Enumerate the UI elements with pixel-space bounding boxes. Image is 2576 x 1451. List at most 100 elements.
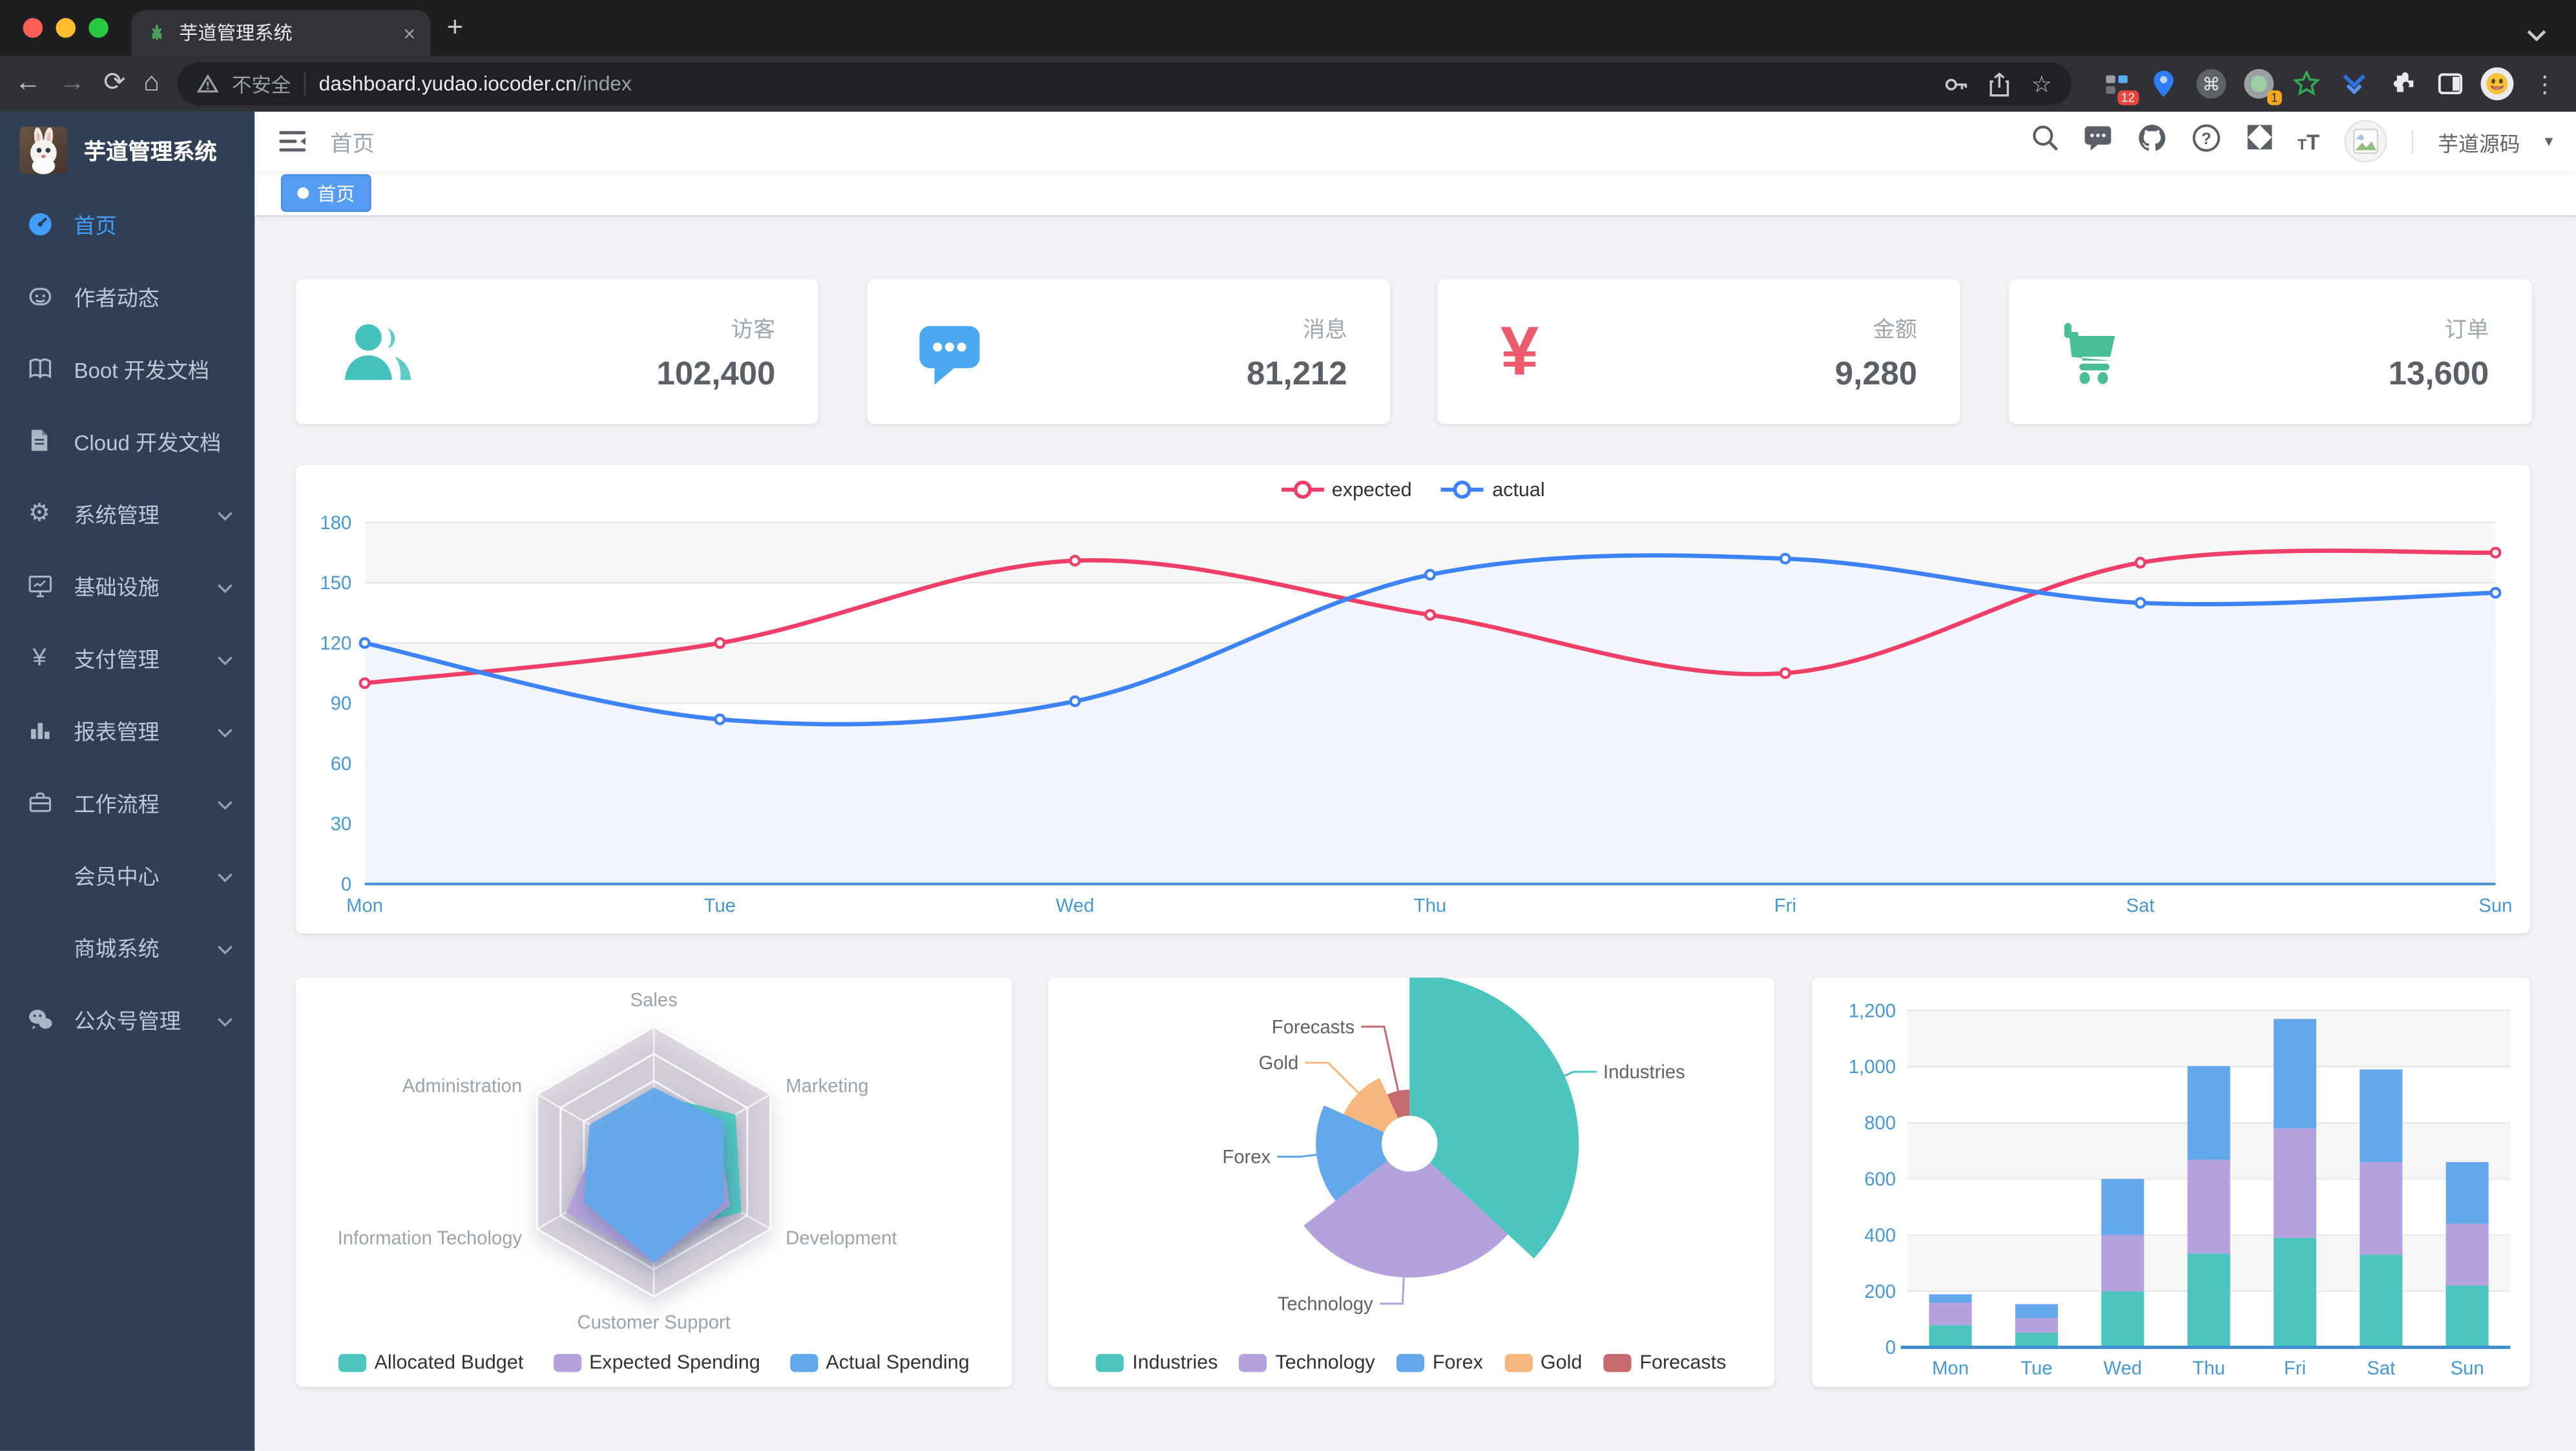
bar-chart-icon — [25, 715, 54, 744]
forward-button[interactable]: → — [59, 68, 86, 98]
profile-avatar[interactable] — [2480, 67, 2514, 101]
tag-label: 首页 — [317, 185, 355, 205]
svg-text:150: 150 — [320, 573, 351, 594]
svg-text:Customer Support: Customer Support — [577, 1313, 731, 1333]
font-size-icon[interactable]: TT — [2297, 129, 2320, 154]
radar-chart-card: Sales Administration Information Techology… — [295, 977, 1012, 1387]
stat-card-visitors[interactable]: 访客 102,400 — [295, 279, 818, 424]
address-bar[interactable]: 不安全 dashboard.yudao.iocoder.cn/index ☆ — [177, 62, 2072, 105]
back-button[interactable]: ← — [14, 68, 41, 98]
home-button[interactable]: ⌂ — [143, 68, 160, 98]
user-avatar[interactable] — [2344, 120, 2387, 163]
close-window-button[interactable] — [23, 17, 43, 38]
sidebar-item-cloud-docs[interactable]: Cloud 开发文档 — [0, 404, 254, 477]
top-navbar: 首页 ? TT 芋道源码 ▾ — [254, 111, 2576, 171]
extensions-puzzle-icon[interactable] — [2385, 67, 2418, 100]
legend-item[interactable]: Actual Spending — [789, 1351, 970, 1373]
logo-row[interactable]: 芋道管理系统 — [0, 112, 254, 178]
caret-down-icon[interactable]: ▾ — [2544, 132, 2553, 151]
collapse-sidebar-button[interactable] — [278, 128, 307, 154]
extension-star-icon[interactable] — [2290, 67, 2323, 100]
extension-vue-devtools-icon[interactable] — [2338, 67, 2371, 100]
svg-text:0: 0 — [341, 875, 351, 895]
legend-item[interactable]: actual — [1441, 478, 1545, 501]
sidebar-item-members[interactable]: 会员中心 — [0, 838, 254, 910]
url-host[interactable]: dashboard.yudao.iocoder.cn — [318, 72, 577, 96]
bookmark-star-icon[interactable]: ☆ — [2031, 70, 2052, 96]
svg-text:?: ? — [2201, 129, 2210, 147]
stat-card-orders[interactable]: 订单 13,600 — [2009, 279, 2532, 424]
monitor-icon — [25, 570, 54, 600]
sidebar-item-mall[interactable]: 商城系统 — [0, 910, 254, 983]
main-panel: 首页 ? TT 芋道源码 ▾ — [254, 111, 2576, 1451]
extension-cards-icon[interactable]: 12 — [2099, 67, 2139, 105]
legend-item[interactable]: Allocated Budget — [338, 1351, 523, 1373]
legend-item[interactable]: Gold — [1504, 1351, 1582, 1373]
dashboard-gauge-icon — [25, 209, 54, 238]
window-controls[interactable] — [23, 17, 109, 38]
sidebar-item-payment[interactable]: ¥ 支付管理 — [0, 621, 254, 693]
security-label[interactable]: 不安全 — [231, 73, 291, 96]
pie-chart-legend[interactable]: Industries Technology Forex Gold Forecasts — [1048, 1351, 1774, 1373]
message-bubble-icon — [910, 312, 989, 391]
user-name[interactable]: 芋道源码 — [2438, 132, 2520, 156]
new-tab-button[interactable]: + — [446, 11, 464, 43]
extensions-row: 12 ⌘ 1 — [2099, 67, 2561, 105]
extension-command-icon[interactable]: ⌘ — [2195, 67, 2228, 100]
sidebar-item-system[interactable]: ⚙ 系统管理 — [0, 477, 254, 549]
sidebar-item-home[interactable]: 首页 — [0, 187, 254, 260]
browser-tab[interactable]: 芋道管理系统 × — [131, 10, 431, 56]
sidebar-item-workflow[interactable]: 工作流程 — [0, 766, 254, 838]
legend-item[interactable]: Expected Spending — [553, 1351, 760, 1373]
legend-item[interactable]: expected — [1280, 478, 1412, 501]
legend-item[interactable]: Technology — [1239, 1351, 1375, 1373]
github-icon[interactable] — [2137, 122, 2166, 160]
share-icon[interactable] — [1989, 71, 2012, 96]
tab-title: 芋道管理系统 — [179, 25, 293, 45]
stat-card-messages[interactable]: 消息 81,212 — [867, 279, 1390, 424]
search-icon[interactable] — [2030, 123, 2057, 160]
tag-home[interactable]: 首页 — [280, 174, 371, 213]
chevron-down-icon — [217, 789, 233, 814]
extension-pin-icon[interactable] — [2147, 67, 2180, 100]
svg-text:60: 60 — [331, 754, 352, 775]
line-chart-legend[interactable]: expected actual — [296, 478, 2530, 501]
maximize-window-button[interactable] — [88, 17, 109, 38]
reload-button[interactable]: ⟳ — [103, 68, 126, 98]
help-question-icon[interactable]: ? — [2191, 122, 2221, 160]
stat-card-money[interactable]: ¥ 金额 9,280 — [1437, 279, 1960, 424]
sidebar-item-author[interactable]: 作者动态 — [0, 260, 254, 332]
svg-text:90: 90 — [331, 694, 352, 715]
url-path[interactable]: /index — [577, 72, 632, 96]
tab-close-icon[interactable]: × — [403, 20, 416, 45]
yen-icon: ¥ — [32, 643, 47, 671]
breadcrumb[interactable]: 首页 — [330, 131, 375, 156]
svg-text:Sun: Sun — [2451, 1359, 2484, 1379]
legend-item[interactable]: Forecasts — [1603, 1351, 1726, 1373]
chevron-down-icon — [217, 645, 233, 669]
svg-text:Wed: Wed — [1055, 896, 1094, 917]
svg-text:Thu: Thu — [2192, 1359, 2225, 1379]
svg-text:Thu: Thu — [1414, 896, 1446, 917]
side-panel-icon[interactable] — [2433, 67, 2466, 100]
radar-chart-legend[interactable]: Allocated Budget Expected Spending Actual … — [296, 1351, 1012, 1373]
svg-text:Fri: Fri — [1774, 896, 1796, 917]
password-key-icon[interactable] — [1944, 72, 1969, 96]
fullscreen-icon[interactable] — [2245, 123, 2273, 160]
svg-text:0: 0 — [1885, 1338, 1896, 1359]
message-icon[interactable] — [2083, 124, 2112, 158]
sidebar-item-wechat[interactable]: 公众号管理 — [0, 983, 254, 1055]
svg-text:Forecasts: Forecasts — [1272, 1017, 1355, 1038]
legend-item[interactable]: Industries — [1096, 1351, 1218, 1373]
browser-menu-icon[interactable]: ⋮ — [2533, 70, 2557, 96]
sidebar-item-boot-docs[interactable]: Boot 开发文档 — [0, 332, 254, 404]
line-chart-card: expected actual 0 30 60 90 120 150 180 Mon Tue Wed… — [295, 465, 2530, 934]
sidebar-item-reports[interactable]: 报表管理 — [0, 693, 254, 766]
browser-tab-strip: 芋道管理系统 × + — [0, 0, 2576, 56]
tab-search-chevron-icon[interactable] — [2527, 20, 2547, 50]
extension-proxy-icon[interactable]: 1 — [2243, 67, 2282, 105]
sidebar-item-infra[interactable]: 基础设施 — [0, 548, 254, 621]
legend-item[interactable]: Forex — [1396, 1351, 1483, 1373]
minimize-window-button[interactable] — [56, 17, 76, 38]
divider — [304, 72, 306, 96]
